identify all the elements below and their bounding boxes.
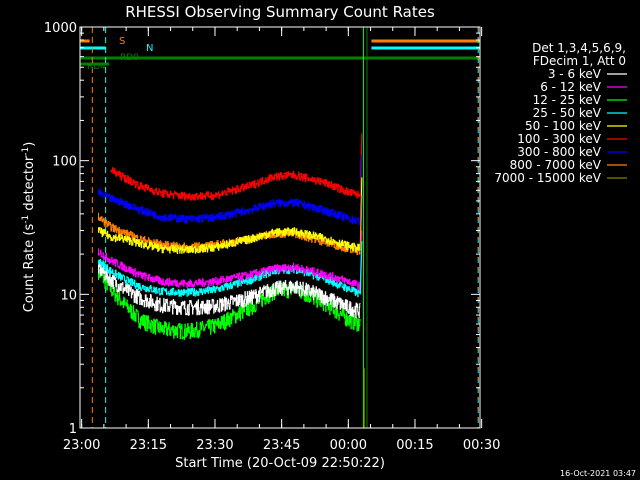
x-tick-label: 23:45 xyxy=(263,438,300,453)
end-spike xyxy=(359,195,363,252)
plot-frame xyxy=(79,26,481,429)
legend-label: 25 - 50 keV xyxy=(533,106,602,120)
vertical-markers xyxy=(91,27,479,428)
series-line-6-12keV xyxy=(98,248,361,291)
flag-bars xyxy=(80,39,480,66)
y-tick-label: 1000 xyxy=(44,21,77,36)
series-line-50-100keV xyxy=(98,227,361,254)
flag-label-rd4: RD4 xyxy=(87,62,106,72)
legend-header-line2: FDecim 1, Att 0 xyxy=(533,54,626,68)
series-line-300-800keV xyxy=(98,188,361,226)
legend-header-line1: Det 1,3,4,5,6,9, xyxy=(532,41,626,55)
legend-label: 3 - 6 keV xyxy=(548,67,602,81)
chart-title: RHESSI Observing Summary Count Rates xyxy=(125,3,435,21)
series-line-3-6keV xyxy=(98,260,361,319)
data-series xyxy=(98,167,361,340)
legend-label: 50 - 100 keV xyxy=(525,119,602,133)
x-tick-label: 23:30 xyxy=(196,438,233,453)
end-spikes xyxy=(359,133,365,428)
axis-ticks: 1 10 100 1000 23:00 23:15 23:30 23:45 00:00 00:15… xyxy=(44,21,500,453)
legend-label: 7000 - 15000 keV xyxy=(494,171,601,185)
flag-labels: S N RD0 RD4 xyxy=(87,36,153,72)
y-tick-label: 1 xyxy=(69,422,77,437)
legend-label: 300 - 800 keV xyxy=(517,145,601,159)
x-tick-label: 23:15 xyxy=(130,438,167,453)
plot-timestamp: 16-Oct-2021 03:47 xyxy=(560,469,636,478)
x-axis-label: Start Time (20-Oct-09 22:50:22) xyxy=(175,456,385,471)
end-spike xyxy=(359,241,363,295)
legend-label: 100 - 300 keV xyxy=(517,132,601,146)
x-tick-label: 00:15 xyxy=(396,438,433,453)
y-tick-label: 10 xyxy=(60,288,77,303)
legend-label: 12 - 25 keV xyxy=(533,93,602,107)
flag-label-rd0: RD0 xyxy=(120,53,139,63)
flag-label-s: S xyxy=(119,36,125,47)
flag-label-n: N xyxy=(146,43,153,54)
series-line-100-300keV xyxy=(110,167,361,201)
x-tick-label: 23:00 xyxy=(63,438,100,453)
y-axis-label: Count Rate (s-1 detector-1) xyxy=(21,142,37,313)
y-tick-label: 100 xyxy=(52,155,77,170)
legend-label: 800 - 7000 keV xyxy=(510,158,602,172)
legend-label: 6 - 12 keV xyxy=(540,80,602,94)
x-tick-label: 00:30 xyxy=(463,438,500,453)
legend: Det 1,3,4,5,6,9, FDecim 1, Att 0 3 - 6 k… xyxy=(494,41,627,185)
x-tick-label: 00:00 xyxy=(330,438,367,453)
